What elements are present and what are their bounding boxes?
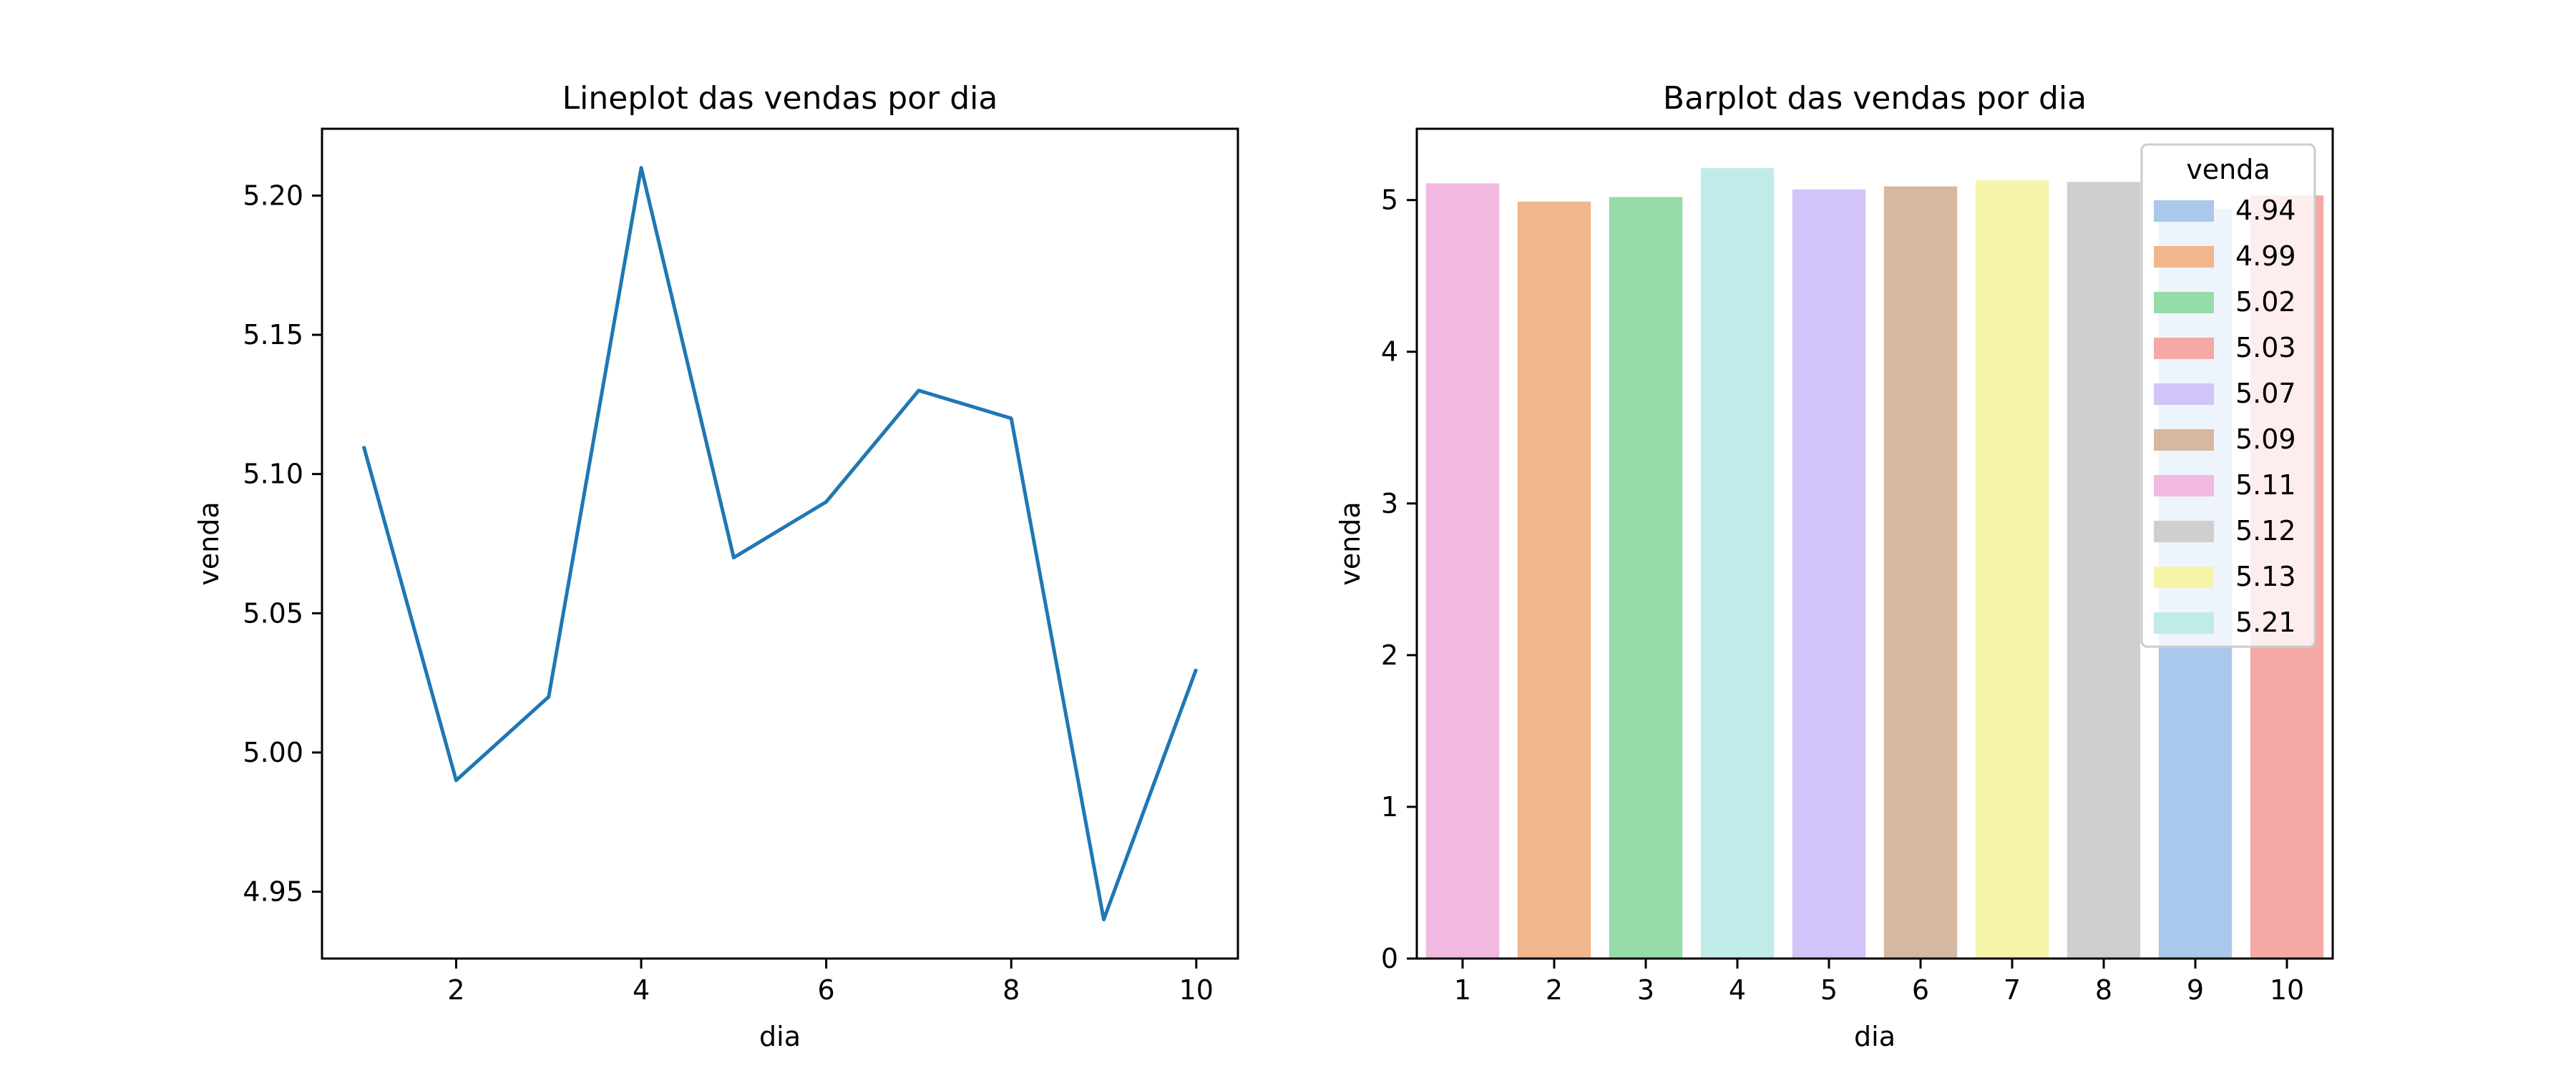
legend-swatch (2154, 292, 2214, 313)
bar-day-3 (1609, 197, 1683, 959)
x-tick-label: 9 (2187, 974, 2204, 1006)
y-tick-label: 2 (1381, 640, 1398, 671)
x-tick-label: 2 (1546, 974, 1563, 1006)
bar-day-8 (2067, 182, 2141, 959)
legend-label: 5.03 (2235, 332, 2296, 363)
x-tick-label: 10 (1179, 974, 1214, 1006)
y-tick-label: 5.00 (243, 737, 303, 768)
legend-swatch (2154, 475, 2214, 496)
legend-swatch (2154, 429, 2214, 451)
y-tick-label: 5.05 (243, 597, 303, 629)
legend-label: 5.02 (2235, 286, 2296, 318)
y-tick-label: 5.15 (243, 319, 303, 351)
legend-label: 4.99 (2235, 240, 2296, 272)
line-series (361, 166, 1199, 921)
bar-y-ticks: 0 1 2 3 4 5 (1381, 185, 1417, 974)
legend-label: 5.12 (2235, 515, 2296, 547)
legend-label: 5.13 (2235, 561, 2296, 592)
legend-swatch (2154, 383, 2214, 405)
x-tick-label: 2 (447, 974, 464, 1006)
y-tick-label: 3 (1381, 488, 1398, 519)
y-tick-label: 5.20 (243, 180, 303, 211)
x-tick-label: 5 (1820, 974, 1838, 1006)
bar-legend: venda 4.94 4.99 5.02 5.03 5.07 5.09 5.11 5.12 5.… (2140, 143, 2316, 648)
bar-y-axis-label: venda (1335, 501, 1366, 585)
x-tick-label: 7 (2004, 974, 2021, 1006)
legend-swatch (2154, 246, 2214, 268)
bar-x-ticks: 1 2 3 4 5 6 7 8 9 10 (1454, 959, 2304, 1006)
x-tick-label: 4 (1729, 974, 1746, 1006)
x-tick-label: 6 (818, 974, 835, 1006)
legend-label: 4.94 (2235, 195, 2296, 226)
x-tick-label: 3 (1637, 974, 1654, 1006)
bar-day-6 (1883, 186, 1958, 959)
line-x-ticks: 2 4 6 8 10 (447, 959, 1214, 1006)
legend-swatch (2154, 612, 2214, 634)
legend-label: 5.09 (2235, 423, 2296, 455)
y-tick-label: 1 (1381, 791, 1398, 823)
line-chart-title: Lineplot das vendas por dia (562, 80, 998, 117)
legend-title: venda (2186, 154, 2270, 185)
line-y-axis-label: venda (193, 501, 225, 585)
line-plot-area (361, 166, 1199, 921)
bar-axes-frame (1415, 127, 2334, 960)
legend-swatch (2154, 567, 2214, 588)
legend-swatch (2154, 200, 2214, 222)
legend-label: 5.07 (2235, 378, 2296, 409)
x-tick-label: 4 (633, 974, 650, 1006)
line-x-axis-label: dia (759, 1021, 801, 1052)
bar-chart: Barplot das vendas por dia 1 2 3 4 5 6 7 8 9 10 0… (1335, 80, 2334, 1052)
bar-x-axis-label: dia (1854, 1021, 1896, 1052)
x-tick-label: 8 (1002, 974, 1020, 1006)
bar-day-2 (1517, 201, 1591, 959)
legend-swatch (2154, 338, 2214, 359)
x-tick-label: 10 (2270, 974, 2304, 1006)
line-axes-frame (321, 127, 1239, 960)
x-tick-label: 1 (1454, 974, 1471, 1006)
legend-entries: 4.94 4.99 5.02 5.03 5.07 5.09 5.11 5.12 5.13 5.21 (2154, 195, 2296, 638)
legend-swatch (2154, 521, 2214, 542)
y-tick-label: 4 (1381, 336, 1398, 368)
bar-day-4 (1700, 168, 1775, 959)
legend-label: 5.11 (2235, 469, 2296, 501)
y-tick-label: 5 (1381, 185, 1398, 216)
line-chart: Lineplot das vendas por dia 2 4 6 8 10 4.95 5… (193, 80, 1239, 1052)
bar-day-1 (1425, 183, 1500, 959)
x-tick-label: 8 (2095, 974, 2112, 1006)
legend-label: 5.21 (2235, 607, 2296, 638)
y-tick-label: 5.10 (243, 459, 303, 490)
y-tick-label: 4.95 (243, 876, 303, 908)
y-tick-label: 0 (1381, 943, 1398, 974)
x-tick-label: 6 (1912, 974, 1929, 1006)
bar-chart-title: Barplot das vendas por dia (1663, 80, 2087, 117)
bar-day-7 (1975, 180, 2049, 959)
line-y-ticks: 4.95 5.00 5.05 5.10 5.15 5.20 (243, 180, 322, 908)
bar-day-5 (1792, 189, 1866, 959)
